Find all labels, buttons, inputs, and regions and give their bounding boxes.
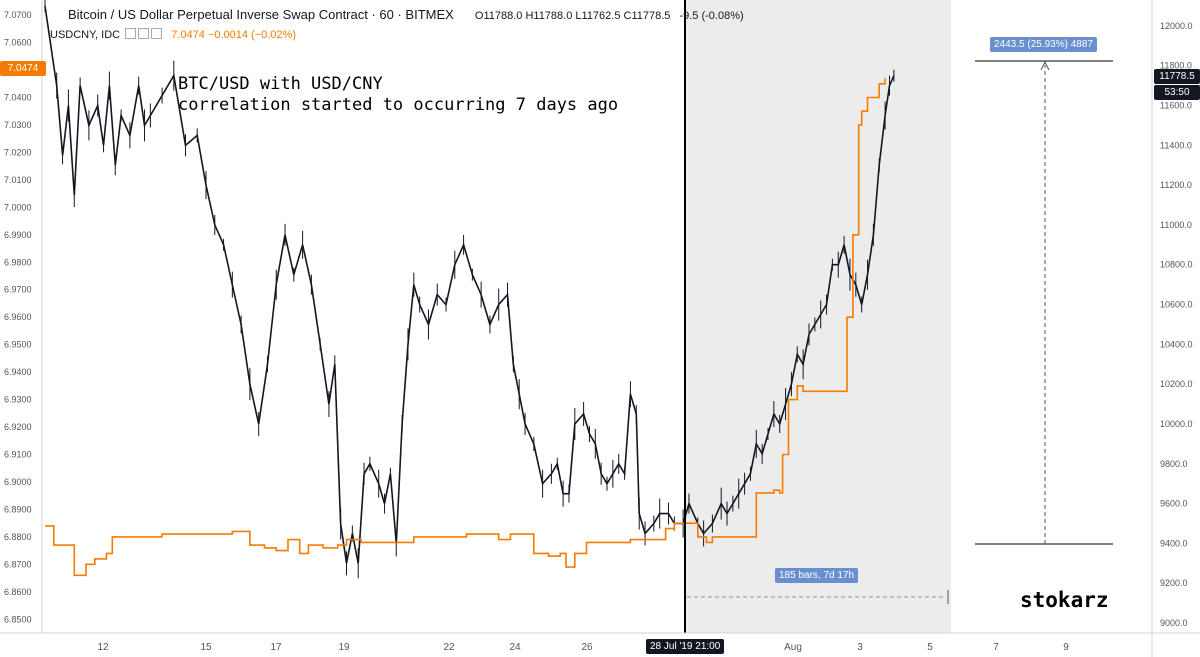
left-axis-tick-label: 6.8600	[4, 587, 32, 597]
btc-series-line	[44, 5, 895, 564]
right-axis-tick-label: 11800.0	[1160, 61, 1192, 71]
measure-arrowhead	[1040, 60, 1050, 71]
left-axis-tick-label: 6.9500	[4, 340, 32, 350]
right-axis-tick-label: 10600.0	[1160, 300, 1193, 310]
x-axis-tick-label: 22	[443, 642, 455, 653]
right-axis-tick-label: 9200.0	[1160, 578, 1188, 588]
left-axis-tick-label: 7.0000	[4, 202, 32, 212]
left-axis-tick-label: 7.0400	[4, 93, 32, 103]
left-axis-tick-label: 6.8900	[4, 504, 32, 514]
left-axis-tick-label: 6.9600	[4, 312, 32, 322]
right-axis-tick-label: 10400.0	[1160, 339, 1193, 349]
x-axis-tick-label: 24	[509, 642, 521, 653]
left-axis-tick-label: 6.9300	[4, 395, 32, 405]
bars-range-label[interactable]: 185 bars, 7d 17h	[775, 568, 859, 583]
annotation-text[interactable]: BTC/USD with USD/CNY correlation started…	[178, 74, 619, 115]
x-axis-tick-label: 3	[857, 642, 863, 653]
right-axis-tick-label: 9000.0	[1160, 618, 1188, 628]
compare-symbol: USDCNY, IDC	[50, 29, 121, 41]
right-axis-tick-label: 10000.0	[1160, 419, 1193, 429]
x-axis-tick-label: 19	[338, 642, 350, 653]
last-price-tag: 11778.5	[1154, 69, 1200, 84]
settings-icon[interactable]	[138, 28, 150, 39]
left-axis-tick-label: 7.0600	[4, 38, 32, 48]
left-axis-tick-label: 6.8800	[4, 532, 32, 542]
left-axis-tick-label: 7.0700	[4, 10, 32, 20]
right-axis-tick-label: 12000.0	[1160, 21, 1193, 31]
x-axis-tick-label: 17	[270, 642, 282, 653]
right-axis-tick-label: 10800.0	[1160, 260, 1193, 270]
change-value: -9.5 (-0.08%)	[679, 10, 744, 22]
x-axis-tick-label: 7	[993, 642, 999, 653]
left-axis-tick-label: 6.9400	[4, 367, 32, 377]
compare-price-tag: 7.0474	[0, 61, 46, 76]
compare-series-legend[interactable]: USDCNY, IDC 7.0474 −0.0014 (−0.02%)	[50, 28, 296, 41]
close-icon[interactable]	[151, 28, 163, 39]
author-signature[interactable]: stokarz	[1020, 588, 1109, 612]
eye-icon[interactable]	[125, 28, 137, 39]
left-axis-tick-label: 6.8700	[4, 559, 32, 569]
right-axis-tick-label: 11200.0	[1160, 180, 1192, 190]
right-axis-tick-label: 10200.0	[1160, 379, 1193, 389]
ohlc-values: O11788.0 H11788.0 L11762.5 C11778.5	[474, 10, 671, 22]
right-axis-tick-label: 11400.0	[1160, 140, 1192, 150]
main-series-legend[interactable]: Bitcoin / US Dollar Perpetual Inverse Sw…	[68, 7, 744, 22]
x-axis-tick-label: Aug	[784, 642, 802, 653]
left-axis-tick-label: 6.9200	[4, 422, 32, 432]
right-axis-tick-label: 9400.0	[1160, 538, 1188, 548]
left-axis-tick-label: 6.9700	[4, 285, 32, 295]
x-axis-tick-label: 5	[927, 642, 933, 653]
left-axis-tick-label: 6.9800	[4, 257, 32, 267]
measure-label[interactable]: 2443.5 (25.93%) 4887	[990, 37, 1097, 52]
cny-series-line	[45, 78, 886, 577]
x-axis-tick-label: 12	[97, 642, 109, 653]
left-axis-tick-label: 7.0300	[4, 120, 32, 130]
series-title: Bitcoin / US Dollar Perpetual Inverse Sw…	[68, 7, 454, 22]
highlight-region	[685, 0, 951, 633]
countdown-tag: 53:50	[1154, 85, 1200, 100]
x-axis-tick-label: 9	[1063, 642, 1069, 653]
crosshair-time-label: 28 Jul '19 21:00	[646, 639, 725, 654]
x-axis-tick-label: 26	[581, 642, 593, 653]
right-axis-tick-label: 11000.0	[1160, 220, 1192, 230]
right-axis-tick-label: 11600.0	[1160, 101, 1192, 111]
left-axis-tick-label: 6.8500	[4, 614, 32, 624]
left-axis-tick-label: 6.9000	[4, 477, 32, 487]
left-axis-tick-label: 6.9100	[4, 450, 32, 460]
right-axis-tick-label: 9600.0	[1160, 499, 1188, 509]
x-axis-tick-label: 15	[200, 642, 212, 653]
left-axis-tick-label: 6.9900	[4, 230, 32, 240]
left-axis-tick-label: 7.0200	[4, 147, 32, 157]
right-axis-tick-label: 9800.0	[1160, 459, 1188, 469]
left-axis-tick-label: 7.0100	[4, 175, 32, 185]
compare-value: 7.0474 −0.0014 (−0.02%)	[171, 29, 296, 41]
